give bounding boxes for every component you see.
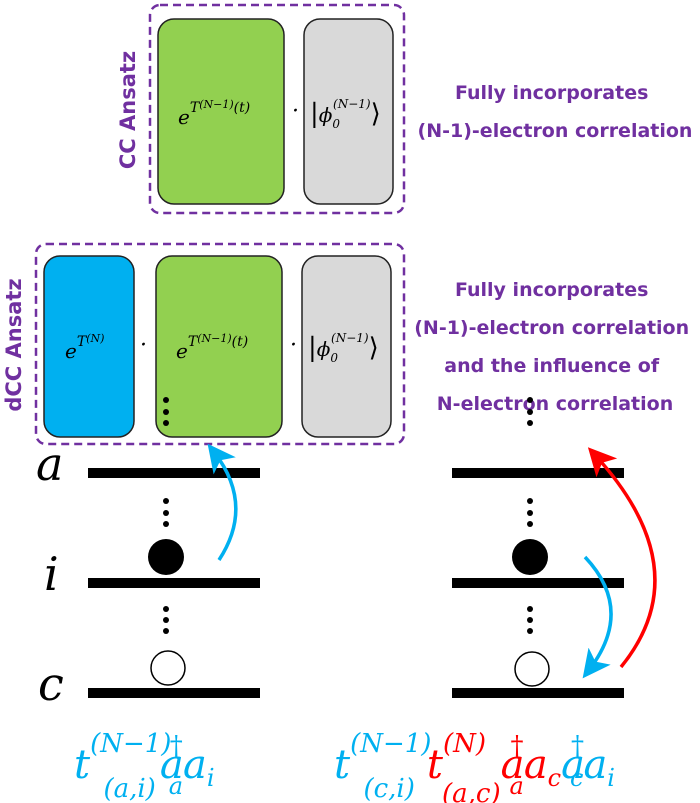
empty-hole xyxy=(514,651,550,687)
occupied-electron xyxy=(148,539,184,575)
cc-dashed-box xyxy=(148,3,406,215)
excitation-arrow-c-to-a xyxy=(587,447,657,669)
dcc-dot-2: · xyxy=(290,333,297,358)
cc-exponential: eT(N−1)(t) xyxy=(178,98,250,129)
dcc-dot-1: · xyxy=(140,333,147,358)
level-i-line xyxy=(88,578,260,588)
cc-description: Fully incorporates (N-1)-electron correl… xyxy=(418,82,693,142)
level-label-a: a xyxy=(36,437,63,491)
cc-ansatz-group: CC Ansatz eT(N−1)(t) · |ϕ0(N−1)⟩ Fully i… xyxy=(116,3,693,215)
dcc-reference-ket: |ϕ0(N−1)⟩ xyxy=(308,331,379,365)
right-level-diagram xyxy=(452,397,657,698)
level-label-i: i xyxy=(44,547,59,601)
excitation-arrow-i-to-c xyxy=(582,555,613,679)
level-label-c: c xyxy=(38,657,64,711)
ellipsis-dots xyxy=(527,397,533,634)
dcc-exponential: eT(N−1)(t) xyxy=(176,332,248,363)
dcc-n-exponential: eT(N) xyxy=(65,332,104,363)
left-level-diagram: a i c xyxy=(36,397,260,711)
dcc-ansatz-group: dCC Ansatz eT(N) · eT(N−1)(t) · |ϕ0(N−1)… xyxy=(2,242,696,446)
cc-dot: · xyxy=(292,99,299,124)
occupied-electron xyxy=(512,539,548,575)
dcc-reference-box xyxy=(301,255,392,438)
cc-reference-ket: |ϕ0(N−1)⟩ xyxy=(310,97,381,131)
cc-exponential-box xyxy=(157,18,285,205)
level-a-line xyxy=(88,468,260,478)
level-c-line xyxy=(88,688,260,698)
level-c-line xyxy=(452,688,624,698)
cc-label: CC Ansatz xyxy=(116,51,140,169)
ellipsis-dots xyxy=(163,397,169,634)
cc-reference-box xyxy=(303,18,394,205)
empty-hole xyxy=(150,650,186,686)
excitation-arrow-i-to-a xyxy=(207,443,238,561)
dcc-description: Fully incorporates (N-1)-electron correl… xyxy=(414,279,696,415)
level-a-line xyxy=(452,468,624,478)
dcc-exponential-box xyxy=(155,255,283,438)
formula-right: t(N−1) (c,i)t(N) (a,c)a† aaca† cai xyxy=(334,729,615,803)
dcc-n-exponential-box xyxy=(43,255,135,438)
level-i-line xyxy=(452,578,624,588)
formula-left: t(N−1) (a,i)a† aai xyxy=(74,729,215,803)
dcc-label: dCC Ansatz xyxy=(2,278,26,411)
